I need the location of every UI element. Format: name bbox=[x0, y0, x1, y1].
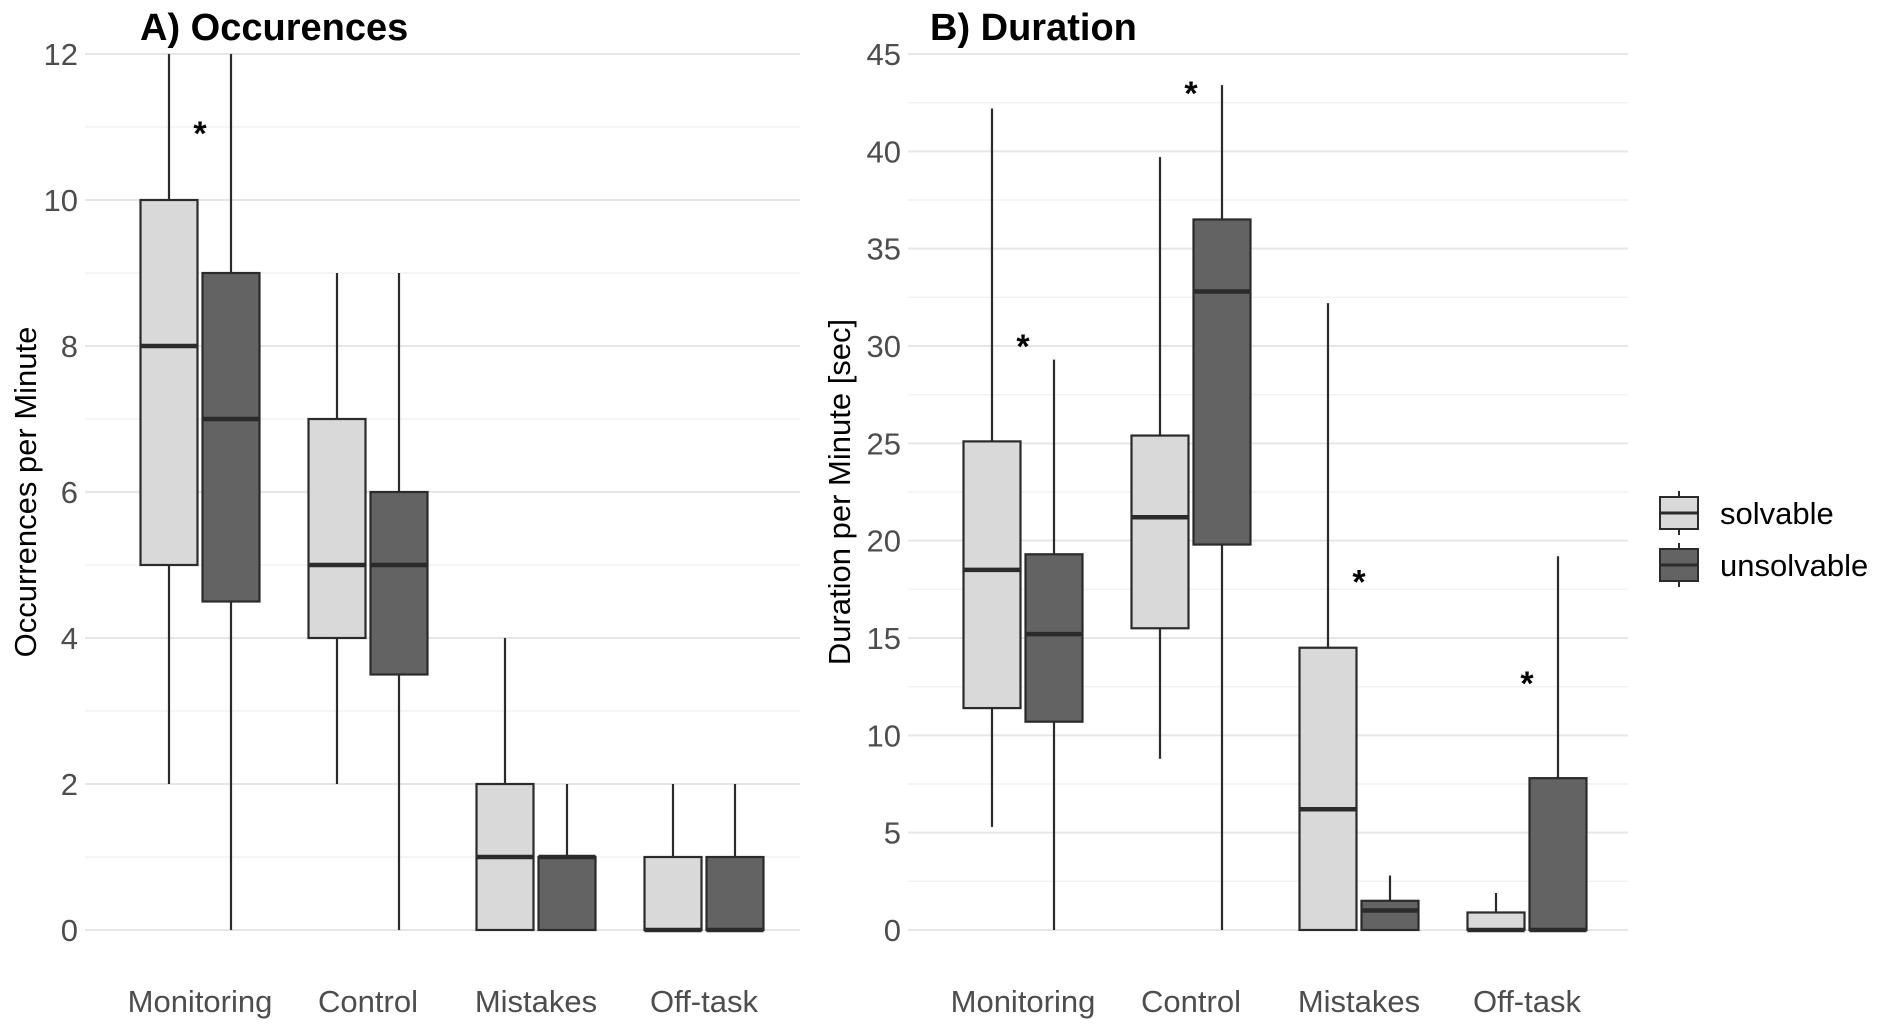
box-unsolvable-mistakes bbox=[537, 784, 597, 932]
x-tick-label: Monitoring bbox=[951, 984, 1096, 1019]
x-tick-label: Mistakes bbox=[1298, 984, 1420, 1019]
y-tick-label: 15 bbox=[867, 621, 901, 656]
significance-marker: * bbox=[1520, 665, 1534, 703]
box-unsolvable-control bbox=[369, 273, 429, 930]
x-tick-label: Control bbox=[1141, 984, 1241, 1019]
box-solvable-monitoring bbox=[962, 108, 1022, 827]
box-unsolvable-monitoring bbox=[201, 54, 261, 930]
box-solvable-monitoring bbox=[139, 54, 199, 784]
box-solvable-off-task bbox=[643, 784, 703, 933]
x-tick-label: Off-task bbox=[650, 984, 758, 1019]
legend-label: unsolvable bbox=[1720, 548, 1868, 583]
box-unsolvable-mistakes bbox=[1360, 875, 1420, 932]
legend-item-unsolvable: unsolvable bbox=[1659, 543, 1868, 587]
box-body bbox=[537, 855, 597, 932]
box-solvable-control bbox=[307, 273, 367, 784]
box-body bbox=[643, 855, 703, 932]
y-axis-label: Duration per Minute [sec] bbox=[822, 319, 857, 665]
y-tick-label: 6 bbox=[61, 475, 78, 510]
y-tick-label: 0 bbox=[884, 913, 901, 948]
box-solvable-mistakes bbox=[1298, 303, 1358, 932]
x-tick-label: Control bbox=[318, 984, 418, 1019]
legend: solvable unsolvable bbox=[1659, 491, 1868, 587]
box-solvable-mistakes bbox=[475, 638, 535, 932]
y-tick-label: 25 bbox=[867, 426, 901, 461]
y-tick-label: 2 bbox=[61, 767, 78, 802]
box-body bbox=[369, 490, 429, 676]
box-unsolvable-off-task bbox=[705, 784, 765, 933]
box-body bbox=[1192, 218, 1252, 546]
significance-marker: * bbox=[1016, 328, 1030, 366]
box-body bbox=[307, 417, 367, 640]
panel-occurrences: 0 2 4 6 8 10 12 A) Occurences Occurrences per Mi… bbox=[8, 7, 800, 1019]
y-tick-label: 45 bbox=[867, 37, 901, 72]
box-unsolvable-monitoring bbox=[1024, 359, 1084, 930]
y-tick-label: 35 bbox=[867, 232, 901, 267]
box-body bbox=[1298, 646, 1358, 932]
x-tick-label: Off-task bbox=[1473, 984, 1581, 1019]
box-body bbox=[705, 855, 765, 932]
significance-marker: * bbox=[193, 115, 207, 153]
y-tick-label: 10 bbox=[867, 718, 901, 753]
chart-title: A) Occurences bbox=[140, 7, 408, 49]
significance-marker: * bbox=[1184, 75, 1198, 113]
y-tick-label: 5 bbox=[884, 816, 901, 851]
box-body bbox=[1130, 434, 1190, 630]
panel-duration: 0 5 10 15 20 25 30 35 40 45 B) Duration Duration pe… bbox=[822, 7, 1628, 1019]
y-tick-label: 8 bbox=[61, 329, 78, 364]
box-unsolvable-control bbox=[1192, 85, 1252, 930]
box-body bbox=[962, 440, 1022, 710]
box-body bbox=[201, 271, 261, 603]
y-axis-label: Occurrences per Minute bbox=[8, 327, 43, 658]
x-tick-label: Monitoring bbox=[128, 984, 273, 1019]
box-solvable-off-task bbox=[1466, 893, 1526, 933]
legend-item-solvable: solvable bbox=[1659, 491, 1834, 535]
box-body bbox=[1528, 777, 1588, 932]
y-tick-label: 40 bbox=[867, 134, 901, 169]
significance-marker: * bbox=[1352, 564, 1366, 602]
box-body bbox=[1024, 553, 1084, 723]
chart-title: B) Duration bbox=[930, 7, 1137, 49]
x-tick-label: Mistakes bbox=[475, 984, 597, 1019]
y-tick-label: 4 bbox=[61, 621, 78, 656]
y-tick-label: 10 bbox=[44, 183, 78, 218]
y-tick-label: 12 bbox=[44, 37, 78, 72]
box-solvable-control bbox=[1130, 157, 1190, 759]
box-body bbox=[139, 198, 199, 567]
box-body bbox=[1466, 911, 1526, 932]
box-unsolvable-off-task bbox=[1528, 556, 1588, 933]
y-tick-label: 20 bbox=[867, 524, 901, 559]
legend-label: solvable bbox=[1720, 496, 1834, 531]
y-tick-label: 0 bbox=[61, 913, 78, 948]
box-body bbox=[1360, 899, 1420, 932]
y-tick-label: 30 bbox=[867, 329, 901, 364]
